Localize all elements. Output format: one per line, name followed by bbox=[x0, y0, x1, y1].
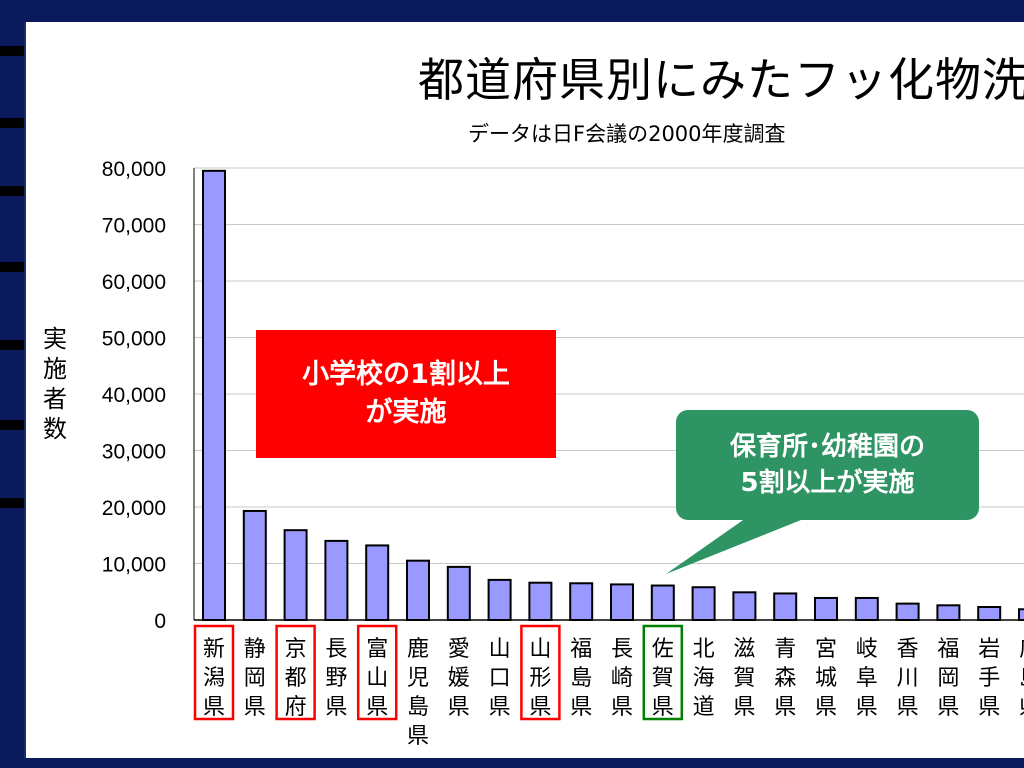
category-highlight-box bbox=[356, 624, 398, 721]
bar bbox=[202, 169, 226, 621]
y-tick-label: 60,000 bbox=[102, 271, 166, 294]
bar bbox=[569, 582, 594, 622]
x-tick-label: 山形県 bbox=[529, 637, 551, 720]
bar bbox=[487, 578, 512, 622]
bar bbox=[773, 592, 798, 622]
y-tick-label: 10,000 bbox=[102, 554, 166, 577]
x-tick-label: 長野県 bbox=[325, 637, 347, 720]
bg-stripe bbox=[0, 118, 28, 128]
chart-title: 都道府県別にみたフッ化物洗 bbox=[418, 53, 1024, 107]
bg-stripe bbox=[0, 262, 28, 272]
bar bbox=[610, 583, 634, 622]
y-tick-label: 20,000 bbox=[102, 497, 166, 520]
y-tick-label: 70,000 bbox=[102, 215, 166, 238]
category-highlight-box bbox=[642, 624, 684, 721]
bg-stripe bbox=[0, 420, 28, 430]
bar bbox=[854, 596, 879, 622]
x-tick-label: 香川県 bbox=[897, 637, 919, 720]
x-tick-label: 鹿児島県 bbox=[407, 637, 429, 749]
y-tick-label: 0 bbox=[154, 610, 166, 633]
callout-elementary-line2: が実施 bbox=[365, 397, 447, 428]
bar bbox=[691, 586, 716, 621]
callout-nursery-line2: 5割以上が実施 bbox=[740, 468, 915, 498]
x-tick-label: 富山県 bbox=[366, 637, 388, 720]
bar bbox=[446, 565, 471, 622]
x-tick-label: 長崎県 bbox=[611, 637, 633, 720]
y-tick-label: 80,000 bbox=[102, 158, 166, 181]
slide: 都道府県別にみたフッ化物洗 データは日F会議の2000年度調査 実施者数 0 10… bbox=[24, 22, 1024, 758]
bg-stripe bbox=[0, 340, 28, 350]
y-axis-label: 実施者数 bbox=[43, 325, 67, 443]
bar bbox=[324, 539, 349, 622]
category-highlight-box bbox=[275, 624, 316, 721]
x-tick-label: 青森県 bbox=[774, 637, 796, 720]
x-tick-label: 福岡県 bbox=[937, 637, 959, 720]
bar bbox=[242, 509, 267, 621]
bar-chart: 0 10,000 20,000 30,000 40,000 50,000 60,000 70,… bbox=[102, 158, 1024, 749]
y-tick-label: 30,000 bbox=[102, 441, 166, 464]
callout-elementary: 小学校の1割以上 が実施 bbox=[256, 330, 556, 458]
x-tick-label: 広島県 bbox=[1019, 637, 1024, 720]
chart-subtitle: データは日F会議の2000年度調査 bbox=[468, 122, 786, 146]
bar bbox=[977, 606, 1002, 622]
bg-stripe bbox=[0, 498, 28, 508]
y-tick-label: 40,000 bbox=[102, 384, 166, 407]
bar bbox=[406, 559, 430, 621]
y-tick-label: 50,000 bbox=[102, 328, 166, 351]
callout-nursery: 保育所･幼稚園の 5割以上が実施 bbox=[676, 410, 979, 520]
x-tick-label: 愛媛県 bbox=[448, 637, 470, 720]
category-highlight-box bbox=[520, 624, 561, 721]
x-tick-label: 滋賀県 bbox=[733, 637, 755, 720]
x-tick-label: 福島県 bbox=[570, 637, 592, 720]
bar bbox=[814, 596, 838, 622]
bar bbox=[528, 581, 553, 622]
bar bbox=[732, 591, 757, 622]
bar bbox=[365, 544, 390, 621]
bar bbox=[1018, 608, 1024, 622]
category-highlight-box bbox=[193, 624, 235, 721]
x-tick-label: 山口県 bbox=[489, 637, 511, 720]
callout-nursery-line1: 保育所･幼稚園の bbox=[729, 432, 925, 462]
callout-tail bbox=[666, 518, 806, 574]
callout-elementary-line1: 小学校の1割以上 bbox=[302, 359, 510, 390]
bar bbox=[895, 602, 920, 621]
x-tick-label: 京都府 bbox=[285, 637, 307, 720]
bar bbox=[283, 529, 308, 622]
x-tick-label: 岐阜県 bbox=[856, 637, 878, 720]
x-tick-label: 岩手県 bbox=[978, 637, 1000, 720]
bg-stripe bbox=[0, 46, 28, 56]
bar bbox=[936, 604, 961, 621]
x-tick-label: 静岡県 bbox=[244, 637, 266, 720]
bg-stripe bbox=[0, 186, 28, 196]
x-tick-label: 佐賀県 bbox=[652, 637, 674, 720]
bar bbox=[650, 584, 675, 621]
x-tick-label: 新潟県 bbox=[203, 637, 225, 720]
x-tick-label: 宮城県 bbox=[815, 637, 837, 720]
x-tick-label: 北海道 bbox=[693, 637, 715, 720]
